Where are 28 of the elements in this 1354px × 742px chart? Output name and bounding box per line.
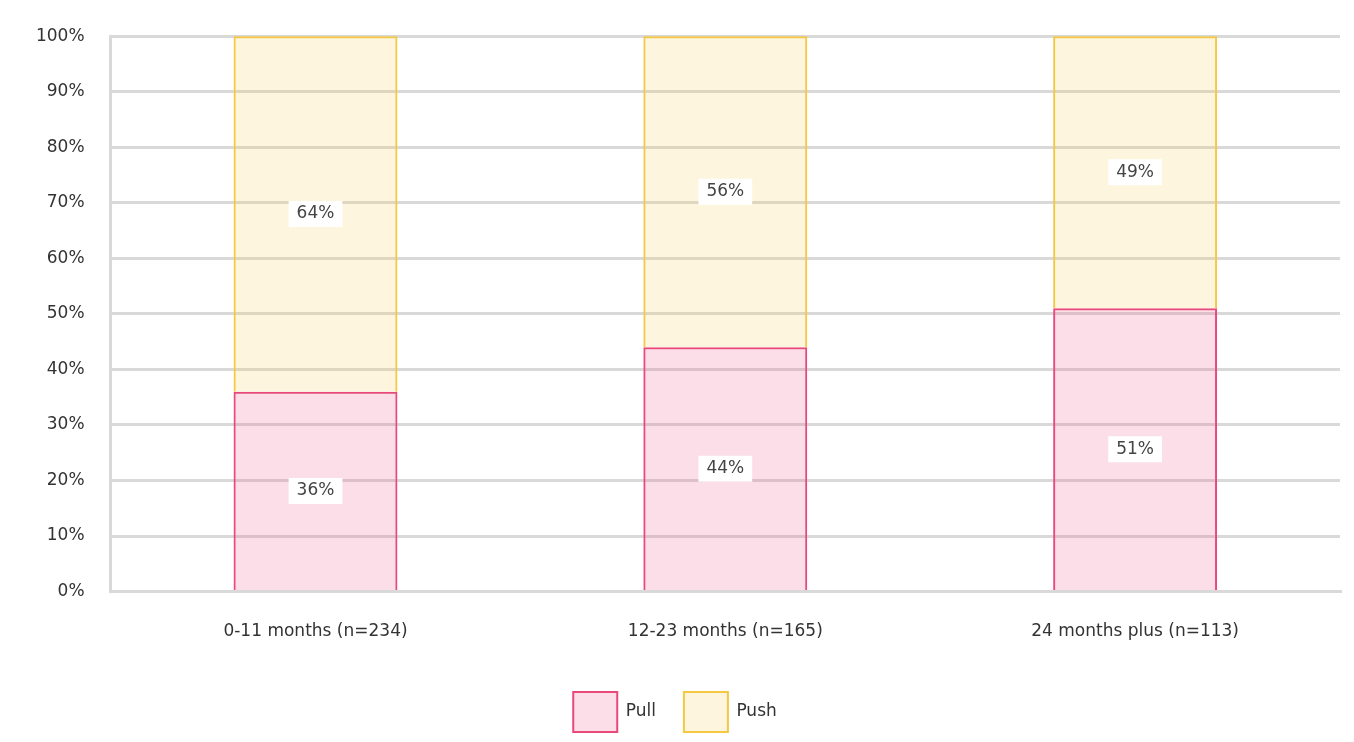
y-tick-label: 90% — [46, 80, 85, 101]
bar — [1053, 308, 1218, 591]
y-tick-label: 100% — [35, 24, 85, 45]
y-tick-label: 10% — [46, 524, 85, 545]
y-tick-label: 20% — [46, 468, 85, 489]
data-label: 56% — [706, 180, 745, 201]
x-tick-label: 0-11 months (n=234) — [223, 620, 408, 641]
y-tick-label: 40% — [46, 357, 85, 378]
y-tick-label: 30% — [46, 413, 85, 434]
x-tick-label: 24 months plus (n=113) — [1031, 620, 1239, 641]
data-label: 64% — [296, 202, 335, 223]
bar — [233, 36, 398, 392]
data-label: 49% — [1116, 160, 1154, 181]
y-tick-label: 0% — [57, 580, 85, 601]
y-tick-label: 70% — [46, 191, 85, 212]
bar — [1053, 36, 1218, 309]
x-tick-label: 12-23 months (n=165) — [627, 620, 823, 641]
data-label: 44% — [706, 457, 745, 478]
bar — [643, 347, 808, 591]
legend-label: Pull — [625, 700, 656, 721]
data-label: 36% — [296, 479, 335, 500]
legend-label: Push — [736, 700, 777, 721]
bar — [233, 391, 398, 591]
y-tick-label: 80% — [46, 135, 85, 156]
data-label: 51% — [1116, 437, 1154, 458]
y-tick-label: 50% — [46, 302, 85, 323]
y-tick-label: 60% — [46, 246, 85, 267]
bar — [643, 36, 808, 348]
